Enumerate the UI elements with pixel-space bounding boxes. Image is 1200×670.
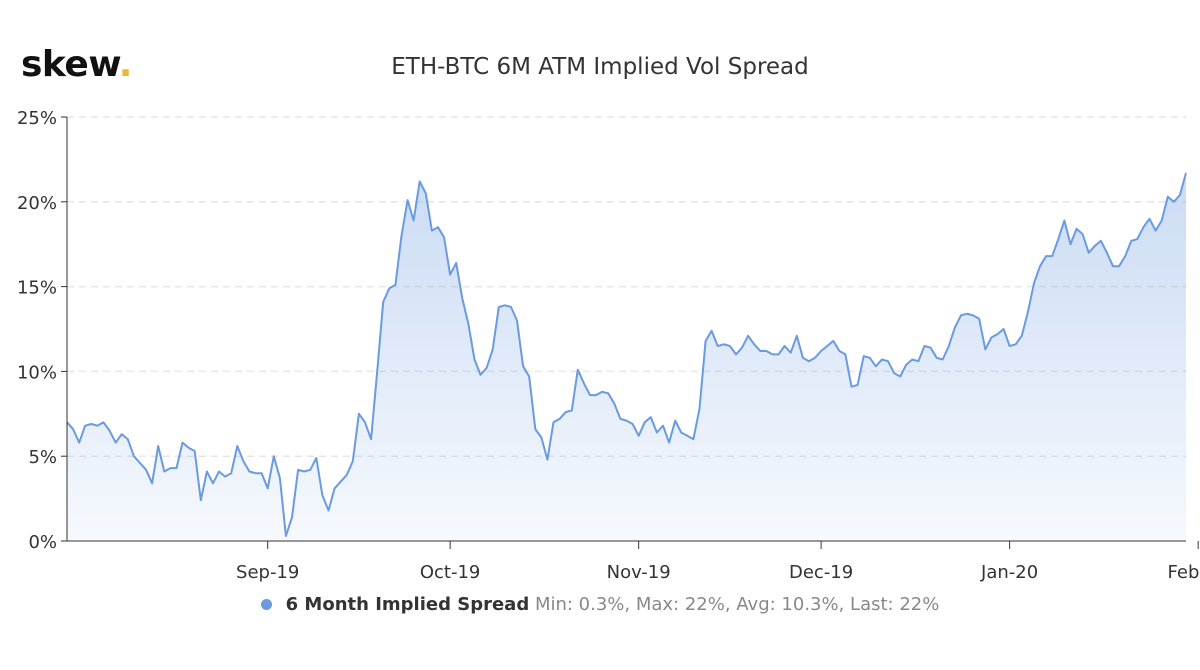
x-tick-label: Jan-20 [980,562,1038,583]
y-tick-label: 20% [17,193,57,214]
y-tick-label: 15% [17,278,57,299]
y-tick-label: 25% [17,108,57,129]
y-axis-ticks: 0% 5% 10% 15% 20% 25% [17,108,67,553]
legend-series-name: 6 Month Implied Spread [285,594,530,615]
grid-lines [67,116,1186,457]
y-tick-label: 5% [28,447,57,468]
x-tick-label: Dec-19 [789,562,853,583]
series-layer [66,172,1187,541]
chart-title: ETH-BTC 6M ATM Implied Vol Spread [391,54,809,80]
x-tick-label: Sep-19 [236,562,299,583]
series-area [67,173,1186,541]
x-axis-ticks: Sep-19 Oct-19 Nov-19 Dec-19 Jan-20 Feb-20 [236,541,1200,583]
skew-logo: skew. [21,44,132,85]
y-tick-label: 10% [17,362,57,383]
axes [66,117,1186,542]
logo-text: skew [21,44,119,85]
x-tick-label: Oct-19 [420,562,481,583]
logo-dot: . [118,44,133,85]
chart-legend[interactable]: 6 Month Implied Spread Min: 0.3%, Max: 2… [0,594,1200,615]
x-tick-label: Feb-20 [1168,562,1200,583]
legend-series-stats: Min: 0.3%, Max: 22%, Avg: 10.3%, Last: 2… [534,594,940,615]
x-tick-label: Nov-19 [607,562,671,583]
legend-marker [260,599,272,610]
series-line [66,172,1187,537]
y-tick-label: 0% [28,532,57,553]
